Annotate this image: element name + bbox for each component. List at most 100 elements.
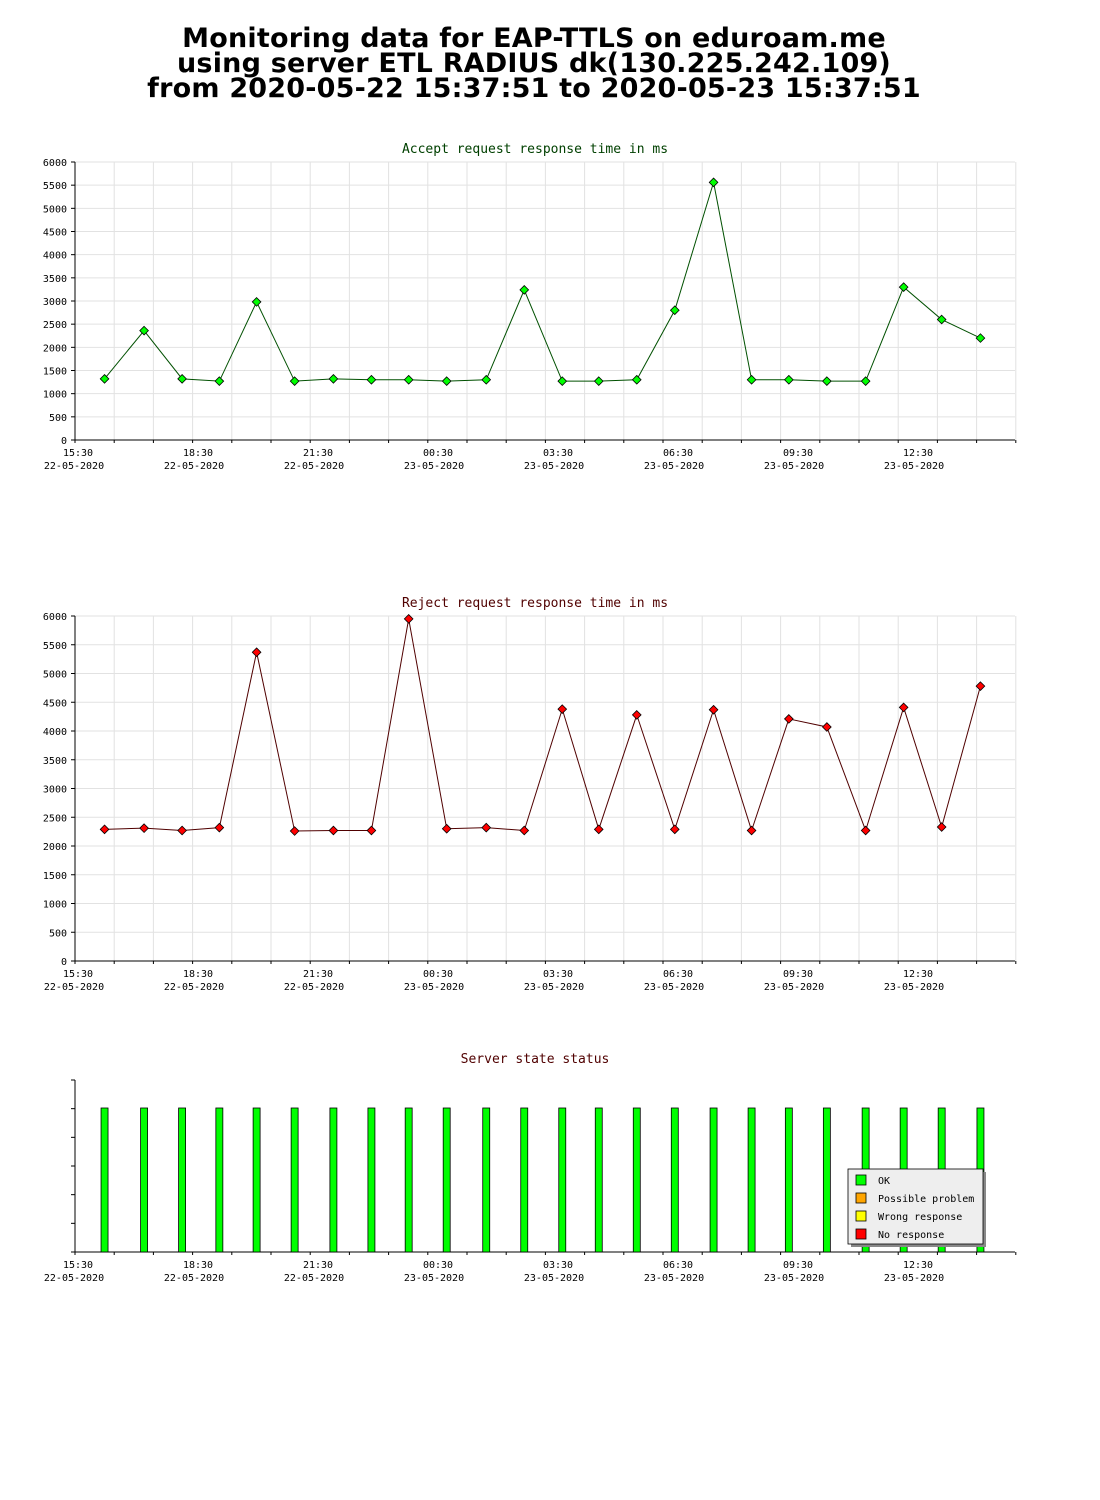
data-point: [139, 325, 149, 336]
y-tick-label: 6000: [43, 158, 67, 169]
x-tick-label-date: 22-05-2020: [44, 1273, 104, 1284]
status-bar: [404, 1107, 413, 1253]
data-point: [99, 824, 110, 835]
page-title-line-3: from 2020-05-22 15:37:51 to 2020-05-23 1…: [147, 73, 921, 104]
x-tick-label-time: 03:30: [543, 448, 573, 459]
data-point: [481, 374, 492, 385]
y-tick-label: 2000: [43, 842, 67, 853]
data-point: [975, 333, 986, 343]
x-tick-label-time: 00:30: [423, 1260, 453, 1271]
data-point: [99, 373, 110, 384]
y-tick-label: 0: [61, 957, 67, 968]
x-tick-label-time: 18:30: [183, 1260, 213, 1271]
data-point: [328, 373, 339, 384]
y-tick-label: 2000: [43, 343, 67, 354]
data-point: [403, 614, 414, 624]
status-bar: [784, 1107, 793, 1253]
x-tick-label-date: 23-05-2020: [884, 461, 944, 472]
legend-swatch: [855, 1192, 867, 1204]
data-point: [214, 822, 225, 833]
data-point: [519, 825, 530, 836]
x-tick-label-date: 23-05-2020: [404, 1273, 464, 1284]
x-tick-label-time: 12:30: [903, 1260, 933, 1271]
x-tick-label-date: 22-05-2020: [284, 1273, 344, 1284]
data-point: [593, 376, 604, 387]
y-tick-label: 1500: [43, 871, 67, 882]
x-tick-label-time: 03:30: [543, 969, 573, 980]
data-point: [708, 177, 719, 188]
status-bar: [329, 1107, 338, 1253]
y-tick-label: 2500: [43, 320, 67, 331]
status-bar: [482, 1107, 491, 1253]
legend-swatch: [855, 1228, 867, 1240]
legend-box: [847, 1168, 984, 1245]
y-tick-label: 4000: [43, 251, 67, 262]
x-tick-label-time: 12:30: [903, 448, 933, 459]
legend-label: No response: [878, 1230, 944, 1241]
data-point: [936, 822, 947, 832]
y-tick-label: 0: [61, 436, 67, 447]
x-tick-label-date: 23-05-2020: [524, 982, 584, 993]
legend-label: Wrong response: [878, 1212, 962, 1223]
x-tick-label-date: 23-05-2020: [884, 1273, 944, 1284]
data-point: [441, 376, 452, 387]
data-point: [251, 297, 262, 307]
data-point: [669, 824, 680, 835]
y-tick-label: 1500: [43, 367, 67, 378]
data-point: [289, 376, 300, 387]
data-point: [898, 282, 909, 292]
y-tick-label: 2500: [43, 813, 67, 824]
y-tick-label: 5000: [43, 670, 67, 681]
x-tick-label-time: 06:30: [663, 969, 693, 980]
data-point: [366, 374, 377, 385]
x-tick-label-time: 00:30: [423, 448, 453, 459]
data-point: [214, 376, 225, 387]
status-bar: [558, 1107, 567, 1253]
data-point: [860, 825, 871, 836]
y-tick-label: 4000: [43, 727, 67, 738]
x-tick-label-date: 23-05-2020: [404, 461, 464, 472]
x-tick-label-time: 06:30: [663, 1260, 693, 1271]
x-tick-label-time: 03:30: [543, 1260, 573, 1271]
y-tick-label: 500: [49, 413, 67, 424]
x-tick-label-time: 09:30: [783, 1260, 813, 1271]
chart-title: Accept request response time in ms: [402, 142, 668, 157]
x-tick-label-date: 22-05-2020: [284, 461, 344, 472]
x-tick-label-date: 23-05-2020: [884, 982, 944, 993]
x-tick-label-time: 09:30: [783, 448, 813, 459]
status-bar: [367, 1107, 376, 1253]
server-status-chart: Server state status 15:30 22-05-2020 18:30 2…: [44, 1052, 1017, 1284]
x-tick-label-time: 09:30: [783, 969, 813, 980]
x-tick-label-time: 06:30: [663, 448, 693, 459]
x-tick-label-time: 21:30: [303, 1260, 333, 1271]
x-tick-label-time: 12:30: [903, 969, 933, 980]
data-point: [783, 714, 794, 724]
status-bar: [140, 1107, 148, 1253]
x-tick-label-time: 18:30: [183, 969, 213, 980]
x-tick-label-date: 23-05-2020: [764, 1273, 824, 1284]
data-point: [821, 376, 832, 387]
data-point: [557, 376, 568, 387]
data-point: [139, 823, 149, 834]
legend-label: OK: [878, 1176, 890, 1187]
status-bar: [594, 1107, 603, 1253]
y-tick-label: 5500: [43, 641, 67, 652]
x-tick-label-time: 21:30: [303, 969, 333, 980]
status-bar: [252, 1107, 261, 1253]
x-tick-label-date: 22-05-2020: [164, 461, 224, 472]
x-tick-label-time: 18:30: [183, 448, 213, 459]
data-point: [177, 825, 187, 836]
y-tick-label: 5000: [43, 204, 67, 215]
data-point: [746, 825, 757, 836]
x-tick-label-date: 22-05-2020: [284, 982, 344, 993]
data-point: [328, 825, 339, 836]
status-bar: [709, 1107, 718, 1253]
x-tick-label-date: 22-05-2020: [164, 982, 224, 993]
x-tick-label-date: 23-05-2020: [644, 1273, 704, 1284]
data-point: [975, 681, 986, 692]
data-point: [177, 373, 187, 384]
chart-title: Reject request response time in ms: [402, 596, 668, 611]
accept-response-chart: Accept request response time in ms 0 500 10…: [43, 142, 1017, 472]
data-point: [746, 374, 757, 385]
